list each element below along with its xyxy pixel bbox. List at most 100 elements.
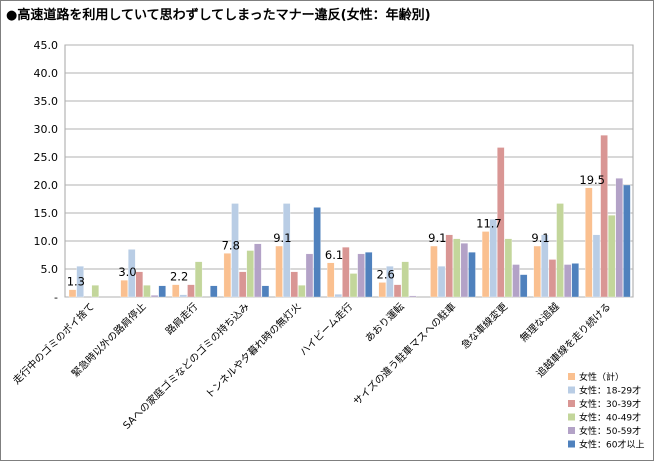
y-tick-label: 5.0 xyxy=(41,263,59,276)
bar xyxy=(409,295,417,298)
category-label: 走行中のゴミのポイ捨て xyxy=(10,300,97,387)
bar xyxy=(327,262,335,298)
bar xyxy=(68,289,77,298)
bar xyxy=(238,271,247,298)
bar xyxy=(453,238,461,298)
data-label: 3.0 xyxy=(118,265,136,279)
bar xyxy=(357,253,365,298)
bar xyxy=(261,285,270,298)
bar xyxy=(158,285,166,298)
data-label: 9.1 xyxy=(531,231,549,245)
bar xyxy=(378,282,386,298)
bar xyxy=(430,245,438,298)
data-label: 9.1 xyxy=(273,231,291,245)
bar xyxy=(254,243,262,298)
bar xyxy=(460,243,469,298)
category-label: サイズの違う駐車マスへの駐車 xyxy=(350,300,458,408)
y-tick-label: - xyxy=(54,291,58,304)
category-label: あおり運転 xyxy=(363,301,407,345)
bar xyxy=(571,263,579,298)
y-tick-label: 45.0 xyxy=(34,39,59,52)
bar xyxy=(91,285,99,298)
legend-swatch xyxy=(568,440,575,448)
legend-swatch xyxy=(568,400,575,407)
bar xyxy=(210,285,218,298)
data-label: 9.1 xyxy=(428,231,446,245)
bar xyxy=(541,234,549,298)
bar xyxy=(393,284,402,298)
bar xyxy=(282,203,291,298)
legend-entry: 女性：50-59才 xyxy=(579,425,641,437)
bar xyxy=(623,184,631,298)
bar xyxy=(334,294,342,298)
bar xyxy=(585,187,593,298)
bar xyxy=(468,252,476,298)
bar xyxy=(437,266,446,298)
bar xyxy=(231,203,239,298)
data-label: 1.3 xyxy=(67,275,85,289)
bar xyxy=(512,264,520,298)
bar xyxy=(128,249,136,298)
bar xyxy=(504,238,513,298)
bar xyxy=(179,294,188,298)
legend-entry: 女性：40-49才 xyxy=(579,412,641,424)
data-label: 11.7 xyxy=(476,216,502,230)
bar xyxy=(275,245,283,298)
legend-entry: 女性：18-29才 xyxy=(579,385,641,397)
bar xyxy=(592,234,601,298)
bar xyxy=(187,284,195,298)
bar xyxy=(172,284,180,298)
bar xyxy=(519,274,528,298)
bar xyxy=(600,135,608,298)
legend-entry: 女性（計） xyxy=(579,371,624,383)
data-label: 6.1 xyxy=(325,248,343,262)
category-label: 路肩走行 xyxy=(163,300,200,337)
bar xyxy=(76,266,84,298)
category-label: 無理な追越 xyxy=(517,300,562,345)
legend-swatch xyxy=(568,386,575,394)
bar xyxy=(608,215,616,298)
y-tick-label: 15.0 xyxy=(34,207,59,220)
legend-swatch xyxy=(568,413,575,421)
bar xyxy=(150,295,159,298)
bar xyxy=(120,280,128,298)
bar xyxy=(313,207,321,298)
bar xyxy=(290,271,298,298)
legend-swatch xyxy=(568,373,575,380)
chart-title: ●高速道路を利用していて思わずしてしまったマナー違反(女性：年齢別) xyxy=(6,8,431,23)
bar xyxy=(445,234,453,298)
bar xyxy=(615,178,623,298)
bar xyxy=(194,261,203,298)
legend-swatch xyxy=(568,427,575,434)
bar xyxy=(246,250,254,298)
bar xyxy=(548,259,557,298)
bar xyxy=(564,264,572,298)
bar xyxy=(349,273,358,298)
data-label: 2.6 xyxy=(377,267,395,281)
bar xyxy=(401,261,409,298)
y-tick-label: 40.0 xyxy=(34,67,59,80)
data-label: 2.2 xyxy=(170,270,188,284)
y-tick-label: 20.0 xyxy=(34,179,59,192)
bar xyxy=(365,252,373,298)
category-label: 急な車線変更 xyxy=(458,300,510,352)
bar xyxy=(386,266,394,298)
y-tick-label: 10.0 xyxy=(34,235,59,248)
legend-entry: 女性：30-39才 xyxy=(579,398,641,410)
category-label: ハイビーム走行 xyxy=(297,300,355,358)
y-tick-label: 25.0 xyxy=(34,151,59,164)
bar xyxy=(223,253,232,298)
legend-entry: 女性：60才以上 xyxy=(579,439,644,451)
bar xyxy=(305,253,314,298)
bar xyxy=(481,231,490,298)
bar xyxy=(298,285,306,298)
bar xyxy=(135,271,144,298)
bar xyxy=(533,245,541,298)
category-label: トンネルや夕暮れ時の無灯火 xyxy=(203,300,304,401)
bar xyxy=(556,203,564,298)
bar xyxy=(342,247,350,298)
bar xyxy=(497,147,505,298)
bar xyxy=(489,219,497,298)
data-label: 7.8 xyxy=(222,238,240,252)
